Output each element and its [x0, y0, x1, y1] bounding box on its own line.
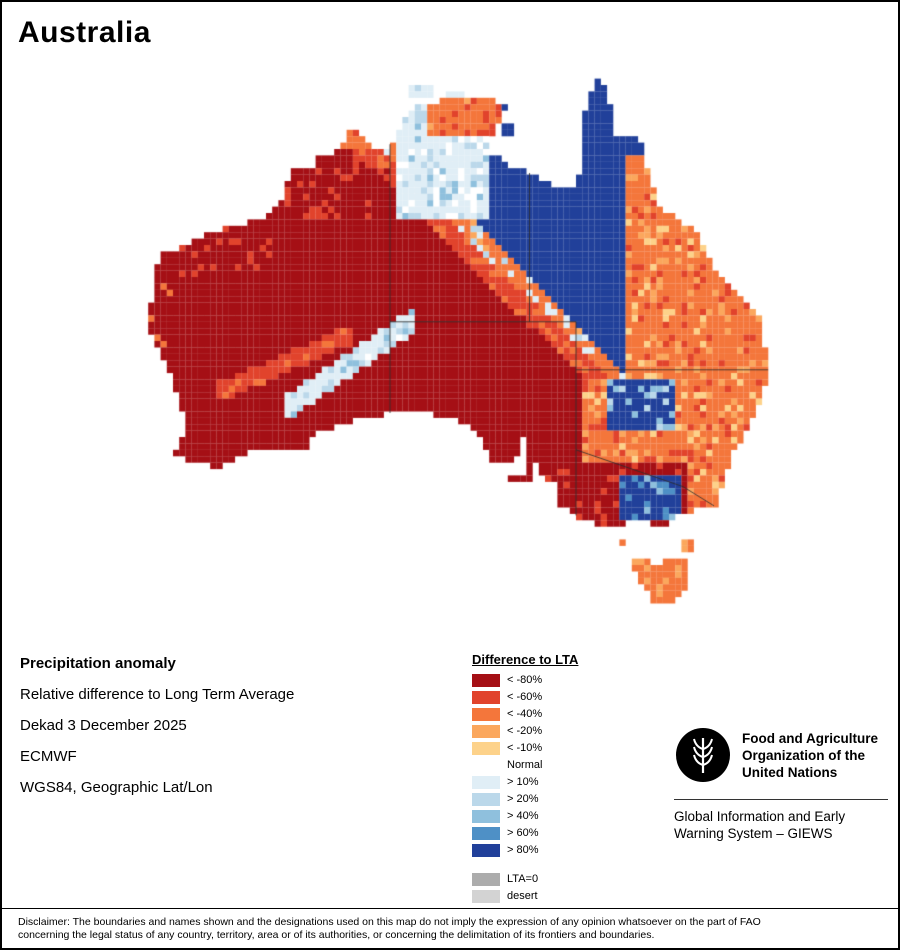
legend-label: > 20%	[507, 793, 539, 805]
legend-label: > 60%	[507, 827, 539, 839]
legend-swatch	[472, 759, 500, 772]
disclaimer-text: Disclaimer: The boundaries and names sho…	[18, 916, 886, 942]
fao-logo	[674, 726, 732, 789]
legend-swatch	[472, 725, 500, 738]
product-period: Dekad 3 December 2025	[20, 717, 187, 734]
map-canvas	[2, 2, 898, 642]
legend-row: > 10%	[472, 774, 642, 791]
legend-label: < -60%	[507, 691, 543, 703]
legend-row: > 80%	[472, 842, 642, 859]
legend-label: < -10%	[507, 742, 543, 754]
legend-swatch	[472, 827, 500, 840]
legend-row: < -40%	[472, 706, 642, 723]
legend-row: LTA=0	[472, 871, 642, 888]
legend-swatch	[472, 742, 500, 755]
product-source: ECMWF	[20, 748, 77, 765]
legend-items: < -80% < -60% < -40% < -20% < -10% Norma…	[472, 672, 642, 905]
legend-title: Difference to LTA	[472, 652, 579, 667]
legend-row: < -20%	[472, 723, 642, 740]
legend-label: < -40%	[507, 708, 543, 720]
map-info-block: Precipitation anomaly Relative differenc…	[20, 648, 294, 803]
legend-row: < -10%	[472, 740, 642, 757]
legend-row: < -60%	[472, 689, 642, 706]
giews-name: Global Information and Early Warning Sys…	[674, 808, 888, 842]
product-projection: WGS84, Geographic Lat/Lon	[20, 779, 213, 796]
legend-label: > 40%	[507, 810, 539, 822]
legend-swatch	[472, 691, 500, 704]
legend-swatch	[472, 776, 500, 789]
legend-label: LTA=0	[507, 873, 539, 885]
fao-name-line: Organization of the	[742, 748, 865, 763]
legend-row: > 20%	[472, 791, 642, 808]
disclaimer-line: concerning the legal status of any count…	[18, 929, 655, 941]
legend-row: > 40%	[472, 808, 642, 825]
legend-row: desert	[472, 888, 642, 905]
giews-line: Global Information and Early	[674, 809, 846, 824]
legend-label: > 10%	[507, 776, 539, 788]
disclaimer-divider	[2, 908, 898, 909]
fao-name-line: United Nations	[742, 765, 838, 780]
legend-row: < -80%	[472, 672, 642, 689]
legend-label: < -20%	[507, 725, 543, 737]
fao-block: Food and Agriculture Organization of the…	[674, 726, 888, 842]
fao-name-line: Food and Agriculture	[742, 731, 878, 746]
fao-wheat-icon	[676, 728, 730, 782]
giews-line: Warning System – GIEWS	[674, 826, 833, 841]
legend-swatch	[472, 674, 500, 687]
legend-swatch	[472, 873, 500, 886]
legend: Difference to LTA < -80% < -60% < -40% <…	[472, 652, 642, 905]
legend-swatch	[472, 793, 500, 806]
legend-label: Normal	[507, 759, 543, 771]
legend-label: desert	[507, 890, 538, 902]
fao-name: Food and Agriculture Organization of the…	[742, 726, 878, 781]
product-name: Precipitation anomaly	[20, 655, 176, 672]
legend-swatch	[472, 844, 500, 857]
product-description: Relative difference to Long Term Average	[20, 686, 295, 703]
disclaimer-line: Disclaimer: The boundaries and names sho…	[18, 916, 761, 928]
legend-label: < -80%	[507, 674, 543, 686]
legend-row: > 60%	[472, 825, 642, 842]
legend-swatch	[472, 810, 500, 823]
fao-identity: Food and Agriculture Organization of the…	[674, 726, 888, 789]
legend-swatch	[472, 890, 500, 903]
legend-swatch	[472, 708, 500, 721]
legend-label: > 80%	[507, 844, 539, 856]
legend-row: Normal	[472, 757, 642, 774]
fao-divider	[674, 799, 888, 800]
